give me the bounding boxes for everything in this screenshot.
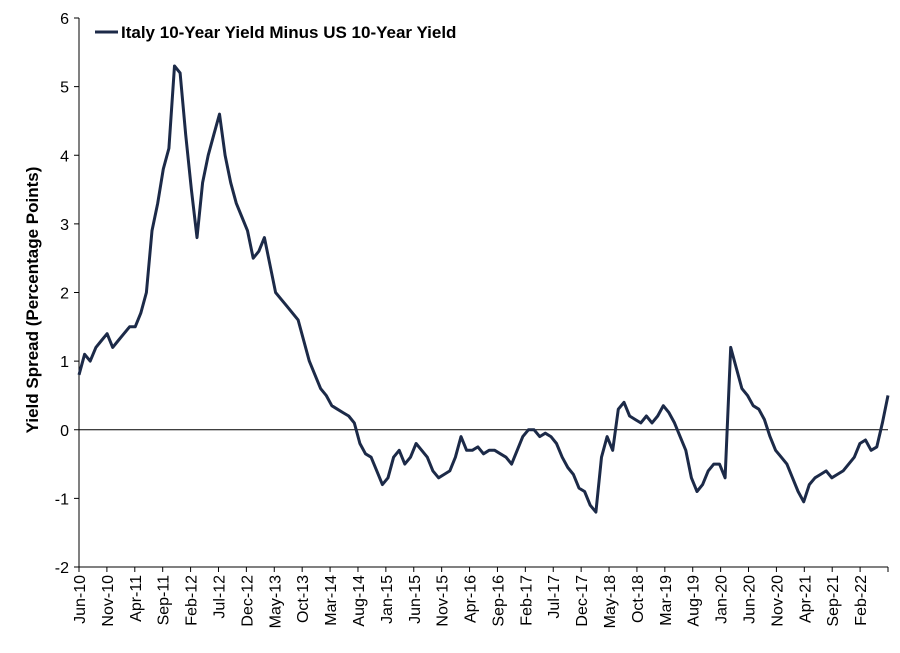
y-tick-label: 4 xyxy=(60,148,69,165)
x-tick-label: Sep-16 xyxy=(490,575,507,627)
x-tick-label: Jan-15 xyxy=(379,575,396,624)
x-tick-label: Mar-14 xyxy=(323,575,340,626)
x-tick-label: Mar-19 xyxy=(658,575,675,626)
y-tick-label: -2 xyxy=(55,560,69,577)
y-tick-label: 1 xyxy=(60,354,69,371)
y-axis-title: Yield Spread (Percentage Points) xyxy=(23,167,42,434)
x-tick-label: Sep-21 xyxy=(825,575,842,627)
x-tick-label: May-13 xyxy=(267,575,284,628)
x-tick-label: Jun-20 xyxy=(742,575,759,624)
legend: Italy 10-Year Yield Minus US 10-Year Yie… xyxy=(95,23,456,42)
x-tick-label: Sep-11 xyxy=(156,575,173,626)
x-tick-label: May-18 xyxy=(602,575,619,628)
x-tick-label: Nov-15 xyxy=(435,575,452,627)
x-tick-label: Jun-15 xyxy=(407,575,424,624)
x-tick-label: Jul-12 xyxy=(211,575,228,619)
x-tick-label: Feb-17 xyxy=(518,575,535,626)
x-tick-label: Nov-10 xyxy=(100,575,117,627)
y-tick-label: 6 xyxy=(60,11,69,28)
y-tick-label: 5 xyxy=(60,80,69,97)
x-tick-label: Jan-20 xyxy=(714,575,731,624)
x-tick-label: Dec-17 xyxy=(574,575,591,627)
x-tick-label: Apr-11 xyxy=(128,575,145,622)
series-line xyxy=(77,64,890,514)
x-axis-ticks: Jun-10 Nov-10 Apr-11 Sep-11 Feb-12 Jul-12 Dec-… xyxy=(72,567,889,628)
x-tick-label: Nov-20 xyxy=(769,575,786,627)
y-axis-ticks: -2 -1 0 1 2 3 4 5 6 xyxy=(55,11,79,577)
x-tick-label: Feb-12 xyxy=(184,575,201,626)
legend-label: Italy 10-Year Yield Minus US 10-Year Yie… xyxy=(121,23,456,42)
x-tick-label: Jun-10 xyxy=(72,575,89,624)
x-tick-label: Jul-17 xyxy=(546,575,563,619)
y-tick-label: 0 xyxy=(60,423,69,440)
x-tick-label: Apr-21 xyxy=(797,575,814,623)
x-tick-label: Oct-13 xyxy=(295,575,312,623)
x-tick-label: Feb-22 xyxy=(853,575,870,626)
x-tick-label: Oct-18 xyxy=(630,575,647,623)
x-tick-label: Aug-19 xyxy=(686,575,703,627)
y-tick-label: -1 xyxy=(55,491,69,508)
y-tick-label: 2 xyxy=(60,286,69,303)
x-tick-label: Dec-12 xyxy=(239,575,256,627)
x-tick-label: Apr-16 xyxy=(463,575,480,623)
x-tick-label: Aug-14 xyxy=(351,575,368,627)
y-tick-label: 3 xyxy=(60,217,69,234)
